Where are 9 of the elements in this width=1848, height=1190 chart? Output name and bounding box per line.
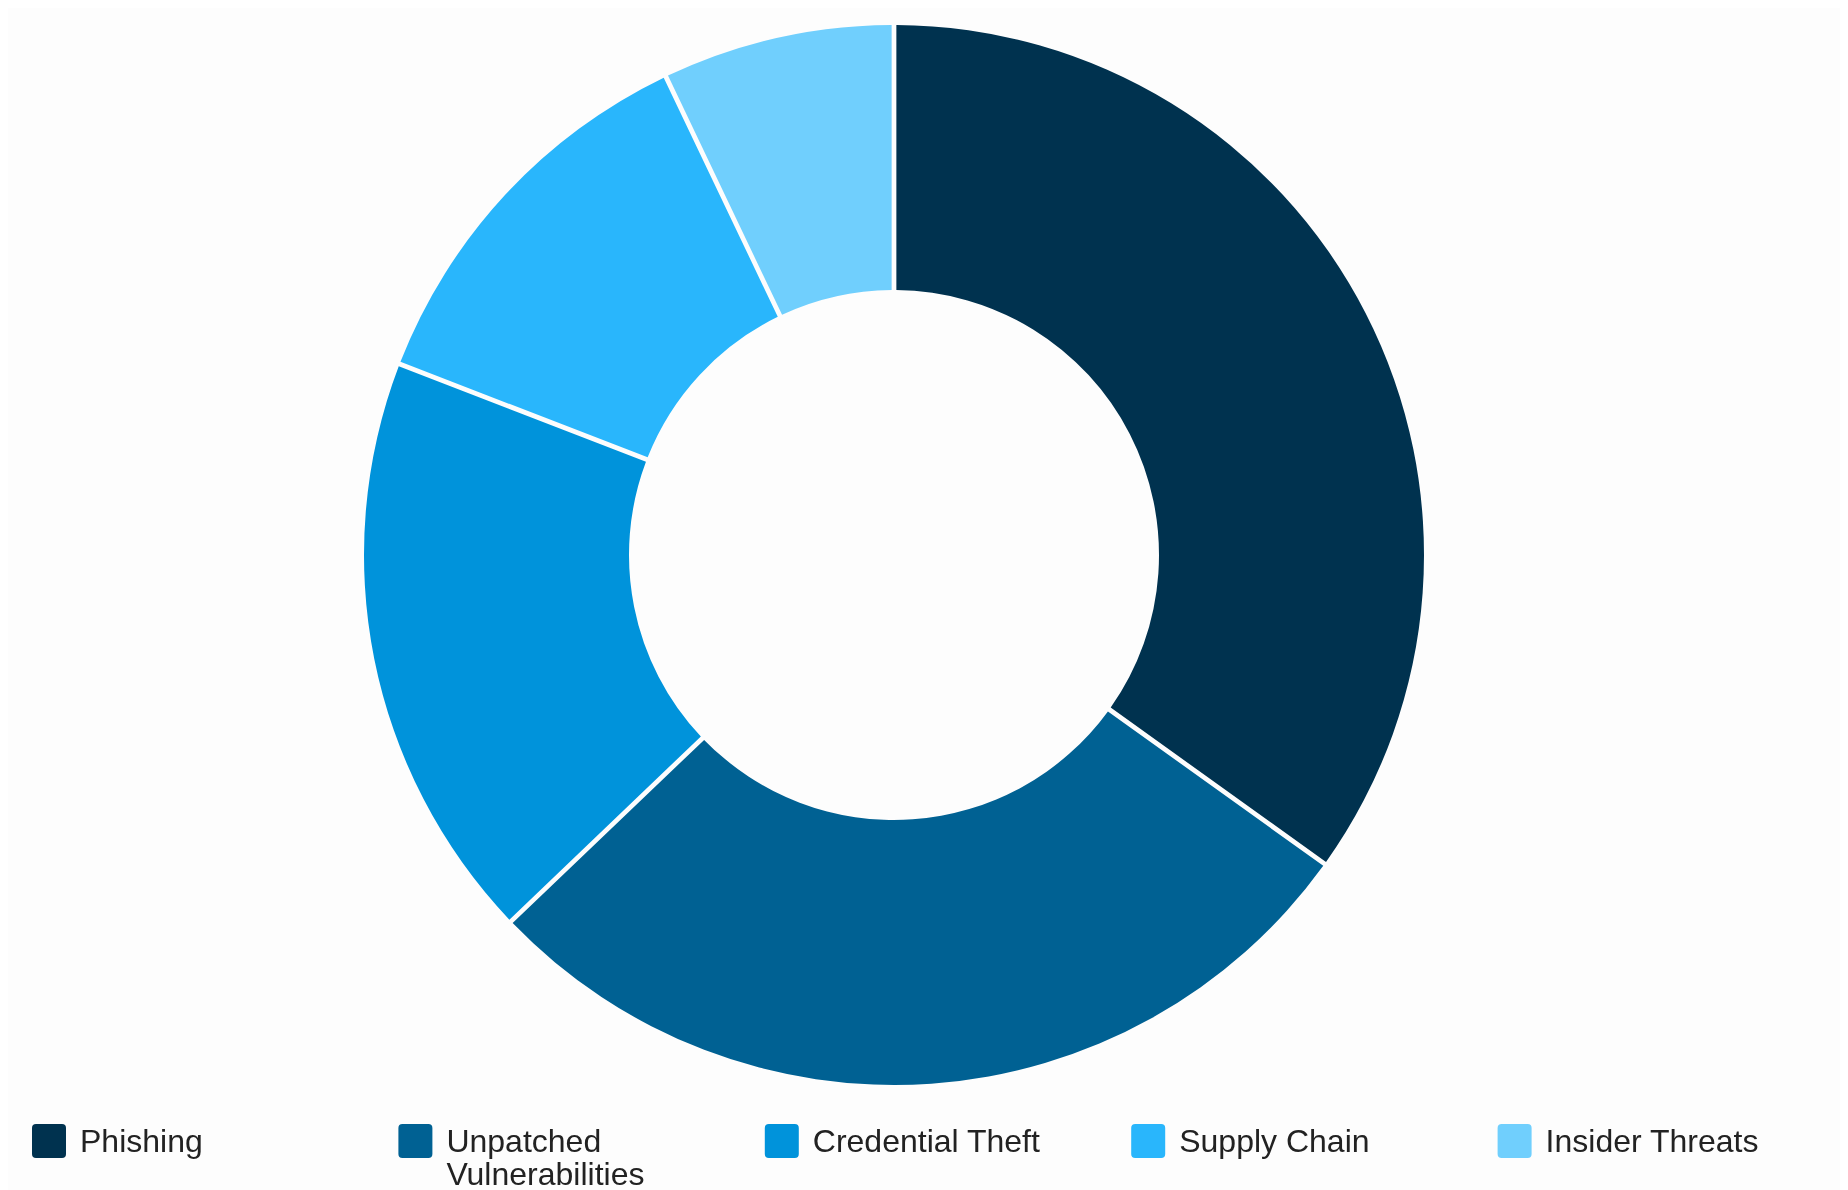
donut-slice: [512, 711, 1324, 1085]
legend-label: Insider Threats: [1545, 1123, 1759, 1159]
legend-label: Phishing: [80, 1123, 203, 1159]
donut-slice: [667, 25, 892, 315]
legend-label: Credential Theft: [812, 1123, 1040, 1159]
donut-slice: [364, 366, 701, 920]
legend-label: Supply Chain: [1179, 1123, 1370, 1159]
donut-slice: [400, 77, 778, 458]
legend-label: Unpatched Vulnerabilities: [446, 1123, 645, 1190]
